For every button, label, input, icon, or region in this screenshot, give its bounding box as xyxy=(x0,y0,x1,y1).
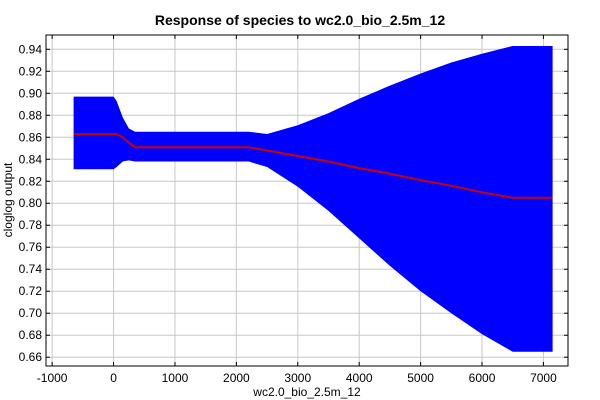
y-tick-label: 0.92 xyxy=(19,64,43,78)
plot-frame xyxy=(45,34,569,367)
y-axis-label: cloglog output xyxy=(1,162,15,237)
x-ticks: -1000 0 1000 2000 3000 4000 5000 6000 7000 xyxy=(37,35,557,385)
y-ticks: 0.66 0.68 0.70 0.72 0.74 0.76 0.78 0.80 0.82 0.84… xyxy=(19,42,568,364)
x-tick-label: 4000 xyxy=(346,371,373,385)
x-tick-label: 2000 xyxy=(223,371,250,385)
x-tick-label: 3000 xyxy=(284,371,311,385)
y-tick-label: 0.72 xyxy=(19,284,43,298)
y-tick-label: 0.94 xyxy=(19,42,43,56)
y-tick-label: 0.86 xyxy=(19,130,43,144)
y-tick-label: 0.90 xyxy=(19,86,43,100)
response-line xyxy=(73,133,553,199)
x-tick-label: 1000 xyxy=(162,371,189,385)
y-tick-label: 0.84 xyxy=(19,152,43,166)
x-tick-label: 5000 xyxy=(407,371,434,385)
y-tick-label: 0.70 xyxy=(19,306,43,320)
y-tick-label: 0.82 xyxy=(19,174,43,188)
x-tick-label: 6000 xyxy=(469,371,496,385)
x-tick-label: 0 xyxy=(110,371,117,385)
y-tick-label: 0.78 xyxy=(19,218,43,232)
y-tick-label: 0.76 xyxy=(19,240,43,254)
x-axis-label: wc2.0_bio_2.5m_12 xyxy=(252,385,361,399)
x-tick-label: -1000 xyxy=(37,371,68,385)
response-line-layer xyxy=(73,133,553,199)
y-tick-label: 0.74 xyxy=(19,262,43,276)
y-tick-label: 0.68 xyxy=(19,328,43,342)
chart-title: Response of species to wc2.0_bio_2.5m_12 xyxy=(155,12,445,28)
y-tick-label: 0.88 xyxy=(19,108,43,122)
y-tick-label: 0.66 xyxy=(19,350,43,364)
x-tick-label: 7000 xyxy=(530,371,557,385)
confidence-band xyxy=(73,46,553,352)
confidence-band-layer xyxy=(73,46,553,352)
y-tick-label: 0.80 xyxy=(19,196,43,210)
